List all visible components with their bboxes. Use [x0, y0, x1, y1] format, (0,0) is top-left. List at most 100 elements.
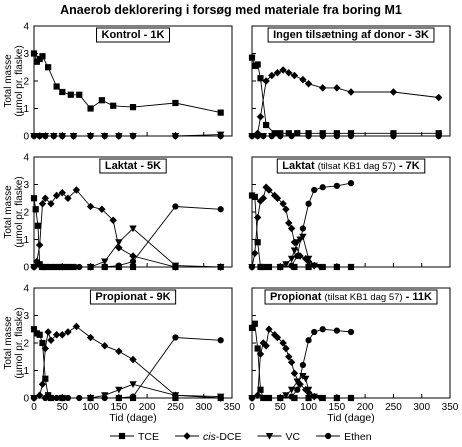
data-point-ethen [172, 334, 179, 341]
data-point-vc [171, 262, 180, 270]
x-tick-label: 250 [167, 402, 184, 413]
x-tick-label: 0 [31, 402, 37, 413]
data-point-tce [172, 99, 179, 107]
data-point-cis-dce [290, 238, 299, 246]
y-tick-label: 3 [23, 311, 29, 322]
data-point-cis-dce [41, 194, 50, 202]
data-point-ethen [299, 361, 307, 369]
data-point-cis-dce [389, 88, 398, 96]
x-tick-label: 300 [413, 402, 430, 413]
series-line-tce [33, 53, 221, 114]
y-tick-label: 2 [23, 339, 29, 350]
legend-marker [265, 433, 274, 440]
chart-panel-1: 0 1 2 3 4 Kontrol - 1K [23, 22, 233, 143]
data-point-ethen [260, 132, 267, 140]
data-point-cis-dce [262, 77, 270, 85]
data-point-ethen [435, 132, 442, 140]
data-point-ethen [248, 394, 256, 402]
data-point-cis-dce [115, 347, 123, 355]
data-point-cis-dce [64, 328, 72, 336]
data-point-ethen [115, 394, 122, 402]
data-point-ethen [87, 263, 94, 271]
data-point-ethen [129, 132, 137, 140]
data-point-ethen [305, 200, 312, 207]
data-point-vc [282, 392, 290, 399]
data-point-cis-dce [270, 191, 279, 200]
legend-item-dce: cis-DCE [175, 431, 242, 443]
data-point-cis-dce [285, 69, 293, 77]
series-line-ethen [34, 337, 221, 399]
data-point-vc [287, 255, 296, 263]
chart-panel-5: 0 1 2 3 4 0 50 100 150 200 250 300 350 Propionat - 9K [23, 284, 240, 414]
data-point-tce [30, 50, 38, 57]
data-point-cis-dce [279, 200, 287, 208]
x-tick-label: 150 [111, 402, 128, 413]
data-point-ethen [76, 394, 83, 402]
x-tick-label: 350 [224, 402, 241, 413]
data-point-vc [282, 261, 290, 268]
x-tick-label: 200 [139, 402, 156, 413]
y-axis-label-3: Total masse (µmol pr. flaske) [3, 307, 25, 378]
data-point-cis-dce [273, 333, 282, 342]
y-axis-label-line2: (µmol pr. flaske) [14, 45, 25, 116]
series-line-tce [251, 322, 351, 399]
y-axis-label-line1: Total masse [3, 316, 14, 370]
data-point-ethen [101, 394, 108, 402]
panel-title-frame [267, 27, 435, 43]
series-ethen [30, 132, 224, 140]
y-tick-label: 2 [23, 77, 29, 88]
y-tick-label: 0 [23, 132, 29, 143]
data-point-tce [30, 195, 38, 202]
y-tick-label: 1 [23, 235, 29, 246]
y-tick-label: 3 [23, 49, 29, 60]
panel-title-box: Ingen tilsætning af donor - 3K [267, 27, 435, 43]
panel-title-box: Propionat (tilsat KB1 dag 57) - 11K [264, 289, 438, 305]
data-point-tce [53, 83, 60, 90]
data-point-ethen [305, 132, 312, 140]
data-point-vc [171, 392, 180, 399]
data-point-vc [290, 247, 299, 255]
data-point-ethen [87, 132, 94, 140]
data-point-cis-dce [282, 344, 290, 353]
panel-title-box: Laktat (tilsat KB1 dag 57) - 7K [276, 158, 426, 174]
panel-title: Laktat (tilsat KB1 dag 57) - 7K [282, 160, 420, 172]
x-tick-label: 50 [57, 402, 69, 413]
data-point-ethen [53, 263, 60, 271]
series-ethen [30, 203, 224, 271]
data-point-tce [254, 61, 261, 68]
data-point-ethen [42, 132, 49, 140]
data-point-ethen [129, 258, 137, 265]
data-point-ethen [70, 132, 77, 140]
panel-title-box: Propionat - 9K [89, 289, 177, 305]
data-point-tce [263, 121, 270, 129]
data-point-cis-dce [109, 216, 117, 224]
data-point-ethen [42, 263, 49, 271]
panel-title: Laktat - 5K [105, 160, 161, 172]
data-point-cis-dce [282, 205, 290, 213]
data-point-cis-dce [52, 331, 61, 339]
data-point-tce [319, 263, 326, 271]
data-point-ethen [319, 184, 326, 191]
panel-title: Kontrol - 1K [102, 29, 165, 41]
data-point-ethen [248, 132, 256, 140]
y-tick-label: 4 [23, 22, 29, 33]
data-point-ethen [50, 132, 57, 140]
data-point-cis-dce [129, 355, 137, 364]
data-point-cis-dce [44, 328, 52, 336]
data-point-ethen [299, 225, 307, 232]
series-line-tce [33, 198, 221, 268]
panel-title: Propionat (tilsat KB1 dag 57) - 11K [270, 291, 432, 303]
y-axis-label-1: Total masse (µmol pr. flaske) [3, 45, 25, 116]
data-point-ethen [30, 263, 38, 271]
data-point-cis-dce [273, 194, 282, 202]
series-line-ethen [252, 328, 352, 399]
data-point-cis-dce [256, 113, 265, 121]
panel-title-frame [276, 158, 426, 174]
data-point-tce [129, 104, 137, 111]
data-point-ethen [288, 132, 295, 140]
data-point-cis-dce [285, 353, 293, 361]
data-point-ethen [311, 186, 318, 194]
legend-label: VC [286, 431, 301, 443]
data-point-cis-dce [35, 391, 44, 399]
